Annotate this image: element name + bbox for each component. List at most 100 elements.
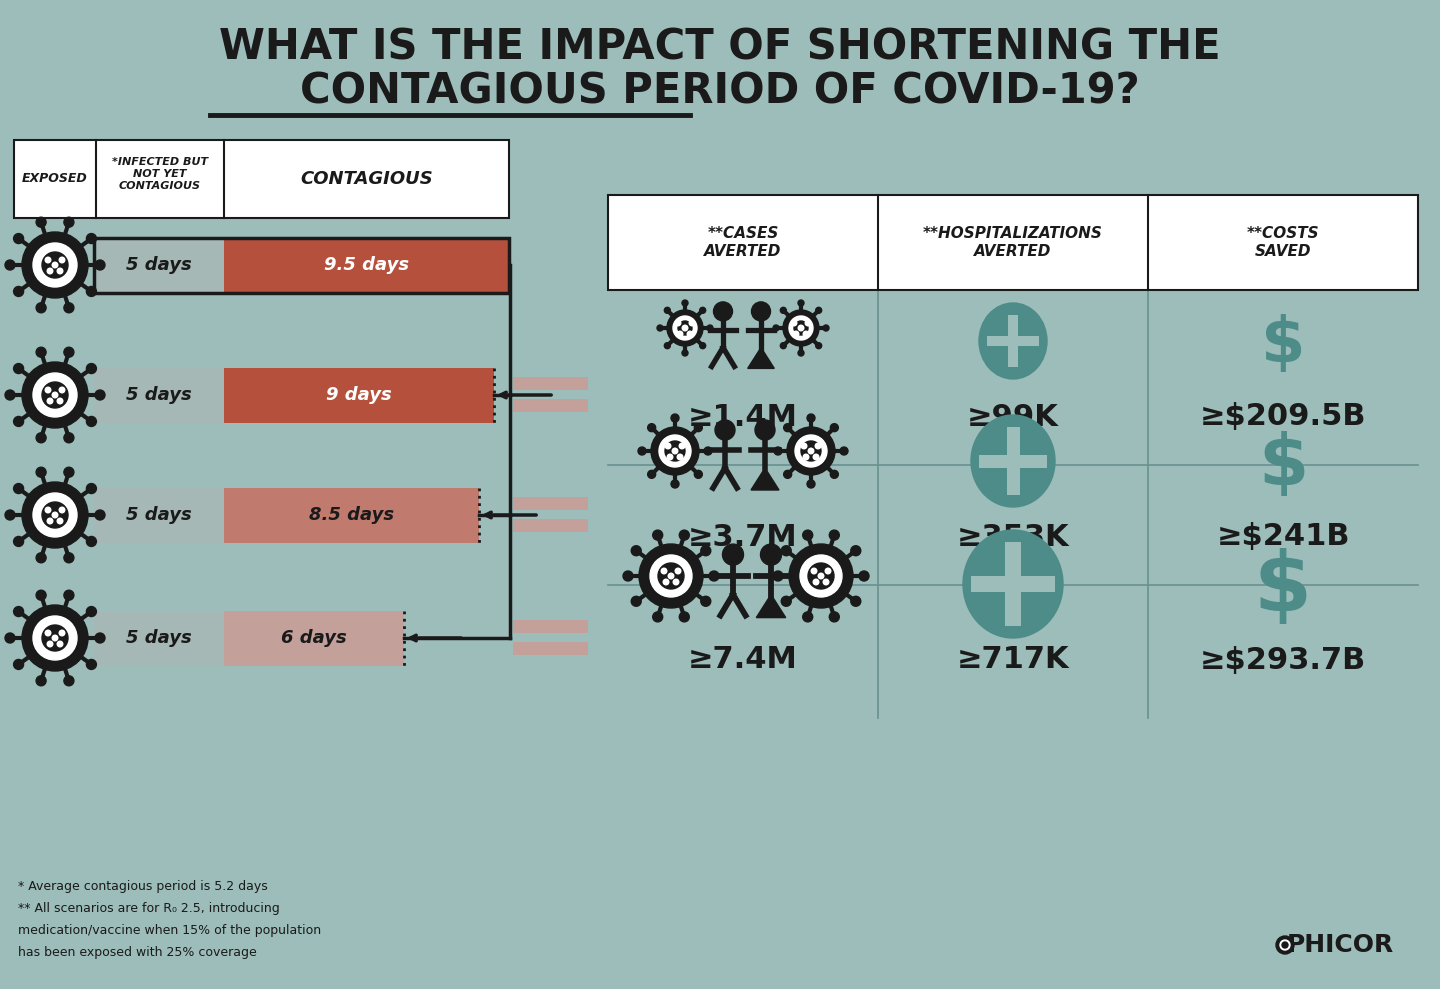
FancyBboxPatch shape	[225, 237, 508, 293]
Text: 8.5 days: 8.5 days	[310, 506, 395, 524]
Circle shape	[675, 569, 681, 574]
Circle shape	[829, 530, 840, 540]
Circle shape	[86, 660, 96, 670]
Circle shape	[783, 471, 792, 479]
Circle shape	[52, 393, 58, 398]
Text: 9.5 days: 9.5 days	[324, 256, 409, 274]
Text: ≥717K: ≥717K	[956, 646, 1070, 674]
Circle shape	[36, 347, 46, 357]
Circle shape	[48, 399, 53, 404]
Circle shape	[824, 580, 829, 584]
Circle shape	[671, 414, 680, 422]
Circle shape	[780, 308, 786, 314]
Circle shape	[1280, 940, 1290, 950]
Circle shape	[63, 347, 73, 357]
Circle shape	[95, 260, 105, 270]
Circle shape	[700, 342, 706, 349]
Circle shape	[648, 423, 655, 431]
Circle shape	[783, 423, 792, 431]
Circle shape	[755, 420, 775, 440]
Circle shape	[825, 569, 831, 574]
Text: ≥$293.7B: ≥$293.7B	[1200, 646, 1367, 674]
Circle shape	[707, 325, 713, 331]
Circle shape	[86, 233, 96, 243]
Circle shape	[808, 563, 834, 589]
Text: ≥$209.5B: ≥$209.5B	[1200, 403, 1367, 431]
Circle shape	[680, 612, 690, 622]
Circle shape	[86, 416, 96, 426]
Ellipse shape	[963, 530, 1063, 638]
Circle shape	[690, 320, 694, 325]
Circle shape	[683, 300, 688, 306]
Circle shape	[667, 454, 672, 460]
Circle shape	[13, 660, 23, 670]
Circle shape	[672, 448, 678, 454]
FancyBboxPatch shape	[513, 519, 588, 532]
Circle shape	[36, 433, 46, 443]
Circle shape	[824, 325, 829, 331]
Circle shape	[671, 480, 680, 488]
Circle shape	[752, 302, 770, 320]
Circle shape	[775, 447, 782, 455]
FancyBboxPatch shape	[608, 195, 1418, 290]
Circle shape	[981, 309, 1045, 373]
FancyBboxPatch shape	[979, 455, 1047, 468]
Circle shape	[63, 433, 73, 443]
Circle shape	[793, 321, 808, 335]
Circle shape	[58, 641, 63, 647]
Circle shape	[36, 553, 46, 563]
Circle shape	[661, 569, 667, 574]
Circle shape	[716, 420, 734, 440]
Circle shape	[58, 518, 63, 524]
Text: **COSTS
SAVED: **COSTS SAVED	[1247, 225, 1319, 259]
Circle shape	[36, 675, 46, 685]
Text: $: $	[1261, 314, 1305, 376]
Text: ≥353K: ≥353K	[956, 522, 1070, 552]
Circle shape	[851, 596, 861, 606]
Circle shape	[804, 331, 809, 337]
FancyBboxPatch shape	[513, 377, 588, 390]
Text: *INFECTED BUT
NOT YET
CONTAGIOUS: *INFECTED BUT NOT YET CONTAGIOUS	[112, 156, 207, 192]
Circle shape	[45, 388, 50, 393]
Circle shape	[63, 218, 73, 227]
Circle shape	[818, 574, 824, 579]
Circle shape	[801, 443, 806, 449]
Circle shape	[664, 342, 671, 349]
Text: 5 days: 5 days	[127, 256, 192, 274]
Circle shape	[804, 454, 809, 460]
Circle shape	[700, 308, 706, 314]
Circle shape	[649, 555, 693, 597]
Circle shape	[86, 606, 96, 616]
Text: CONTAGIOUS PERIOD OF COVID-19?: CONTAGIOUS PERIOD OF COVID-19?	[300, 71, 1140, 113]
Circle shape	[831, 423, 838, 431]
Circle shape	[63, 553, 73, 563]
Text: 5 days: 5 days	[127, 506, 192, 524]
Circle shape	[63, 675, 73, 685]
Circle shape	[651, 427, 698, 475]
Circle shape	[1276, 936, 1295, 954]
Circle shape	[680, 530, 690, 540]
Circle shape	[773, 325, 779, 331]
Circle shape	[63, 590, 73, 600]
FancyBboxPatch shape	[94, 368, 225, 422]
Circle shape	[36, 218, 46, 227]
Text: 5 days: 5 days	[127, 629, 192, 647]
Text: **CASES
AVERTED: **CASES AVERTED	[704, 225, 782, 259]
Circle shape	[42, 502, 68, 528]
Circle shape	[701, 596, 711, 606]
FancyBboxPatch shape	[513, 620, 588, 633]
Circle shape	[815, 443, 821, 449]
Circle shape	[723, 544, 743, 565]
FancyBboxPatch shape	[94, 610, 225, 666]
Circle shape	[1282, 942, 1287, 948]
Circle shape	[45, 630, 50, 636]
Circle shape	[677, 454, 683, 460]
Circle shape	[52, 635, 58, 641]
Circle shape	[694, 471, 703, 479]
Circle shape	[33, 243, 76, 287]
Circle shape	[13, 416, 23, 426]
Circle shape	[4, 633, 14, 643]
FancyBboxPatch shape	[94, 237, 225, 293]
Circle shape	[687, 331, 693, 337]
Circle shape	[59, 507, 65, 513]
